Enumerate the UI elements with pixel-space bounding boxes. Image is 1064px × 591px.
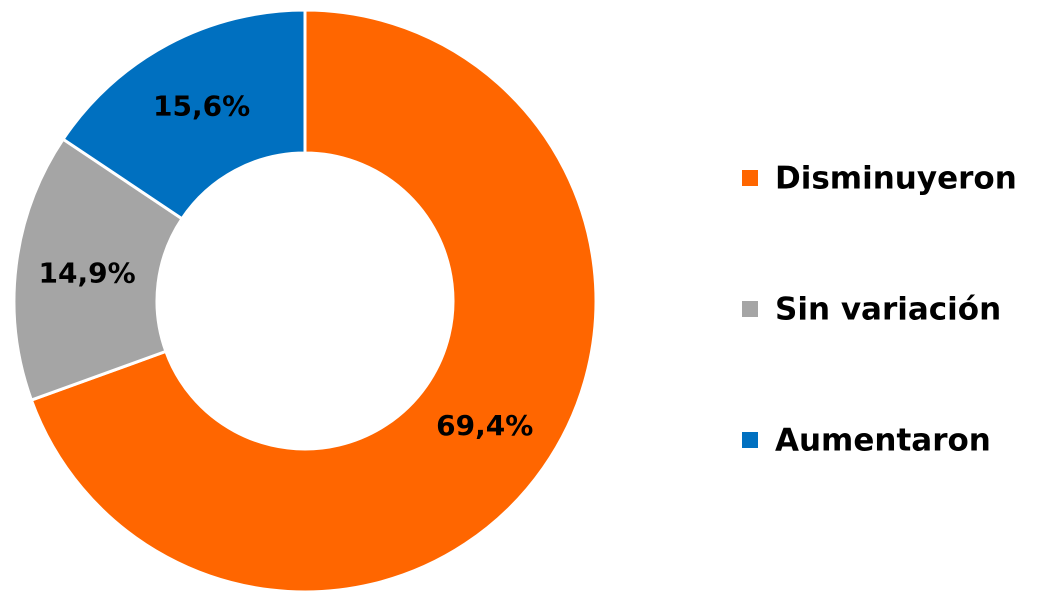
value-label: 69,4% — [436, 409, 533, 442]
legend-swatch — [742, 301, 758, 317]
legend-label: Sin variación — [775, 292, 1001, 328]
legend-swatch — [742, 432, 758, 448]
legend-label: Disminuyeron — [775, 161, 1017, 197]
value-label: 15,6% — [153, 89, 250, 122]
donut-slice — [29, 8, 598, 591]
value-label: 14,9% — [39, 256, 136, 289]
donut-slice — [61, 8, 307, 221]
legend-swatch — [742, 170, 758, 186]
donut-slice — [12, 137, 185, 403]
legend-label: Aumentaron — [775, 423, 991, 459]
